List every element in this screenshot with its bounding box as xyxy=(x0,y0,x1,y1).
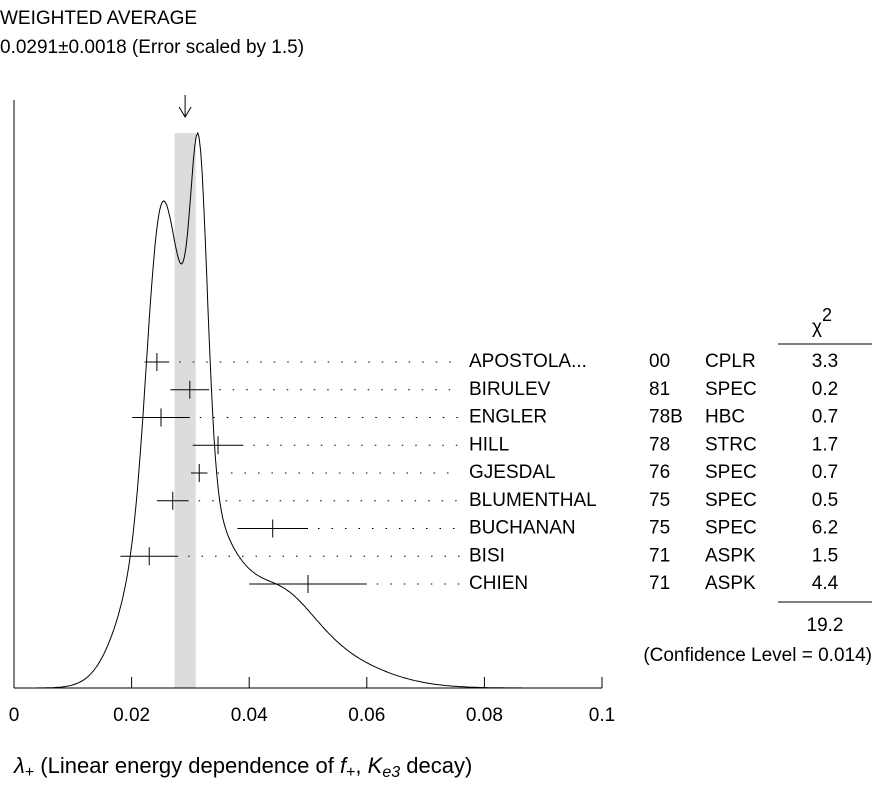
chi2-power: 2 xyxy=(822,305,832,325)
average-band xyxy=(174,133,196,688)
measurement-name: BIRULEV xyxy=(469,379,551,400)
measurement-method: SPEC xyxy=(705,518,757,539)
arrow-head xyxy=(178,106,192,118)
measurement-method: SPEC xyxy=(705,379,757,400)
measurement-method: HBC xyxy=(705,407,745,428)
measurement-method: STRC xyxy=(705,434,757,455)
measurement-method: CPLR xyxy=(705,351,756,372)
x-label-part: K xyxy=(368,753,384,778)
measurement-name: CHIEN xyxy=(469,573,528,594)
measurement-method: SPEC xyxy=(705,462,757,483)
x-tick-label: 0.06 xyxy=(348,705,385,726)
measurement-year: 00 xyxy=(649,351,670,372)
measurement-name: HILL xyxy=(469,434,509,455)
x-tick-label: 0.02 xyxy=(113,705,150,726)
chi2-value: 4.4 xyxy=(812,573,839,594)
measurement-year: 76 xyxy=(649,462,670,483)
measurement-year: 78B xyxy=(649,407,683,428)
measurement-year: 71 xyxy=(649,545,670,566)
measurement-method: ASPK xyxy=(705,573,756,594)
x-tick-label: 0.08 xyxy=(466,705,503,726)
x-tick-label: 0 xyxy=(9,705,20,726)
chi2-value: 0.5 xyxy=(812,490,838,511)
measurement-name: ENGLER xyxy=(469,407,547,428)
measurement-name: GJESDAL xyxy=(469,462,556,483)
chart-title: WEIGHTED AVERAGE xyxy=(0,8,197,29)
measurement-name: BISI xyxy=(469,545,505,566)
chi2-total: 19.2 xyxy=(807,615,844,636)
measurement-year: 75 xyxy=(649,518,670,539)
measurement-year: 71 xyxy=(649,573,670,594)
measurement-name: BLUMENTHAL xyxy=(469,490,597,511)
measurement-name: BUCHANAN xyxy=(469,518,576,539)
x-tick-label: 0.04 xyxy=(231,705,268,726)
x-label-part: + xyxy=(25,764,34,781)
x-label-part: + xyxy=(346,764,355,781)
confidence-level: (Confidence Level = 0.014) xyxy=(643,645,872,666)
chi2-value: 1.7 xyxy=(812,434,838,455)
measurement-method: SPEC xyxy=(705,490,757,511)
chi2-value: 3.3 xyxy=(812,351,838,372)
x-label-part: f xyxy=(340,753,349,778)
measurement-year: 81 xyxy=(649,379,670,400)
measurement-year: 75 xyxy=(649,490,670,511)
chi2-header: χ2 xyxy=(812,305,832,338)
chi2-value: 0.2 xyxy=(812,379,838,400)
chi2-symbol: χ xyxy=(812,317,822,338)
chi2-value: 0.7 xyxy=(812,462,838,483)
measurement-method: ASPK xyxy=(705,545,756,566)
chi2-value: 0.7 xyxy=(812,407,838,428)
x-label-part: , xyxy=(355,753,367,778)
measurement-year: 78 xyxy=(649,434,670,455)
x-label-part: (Linear energy dependence of xyxy=(34,753,340,778)
x-label-part: λ xyxy=(13,753,25,778)
measurement-name: APOSTOLA... xyxy=(469,351,587,372)
x-label-part: e3 xyxy=(382,764,400,781)
chi2-value: 6.2 xyxy=(812,518,838,539)
chi2-value: 1.5 xyxy=(812,545,838,566)
x-label-part: decay) xyxy=(400,753,472,778)
chart-subtitle: 0.0291±0.0018 (Error scaled by 1.5) xyxy=(0,37,304,58)
x-tick-label: 0.1 xyxy=(589,705,615,726)
x-axis-label: λ+ (Linear energy dependence of f+, Ke3 … xyxy=(13,753,472,781)
